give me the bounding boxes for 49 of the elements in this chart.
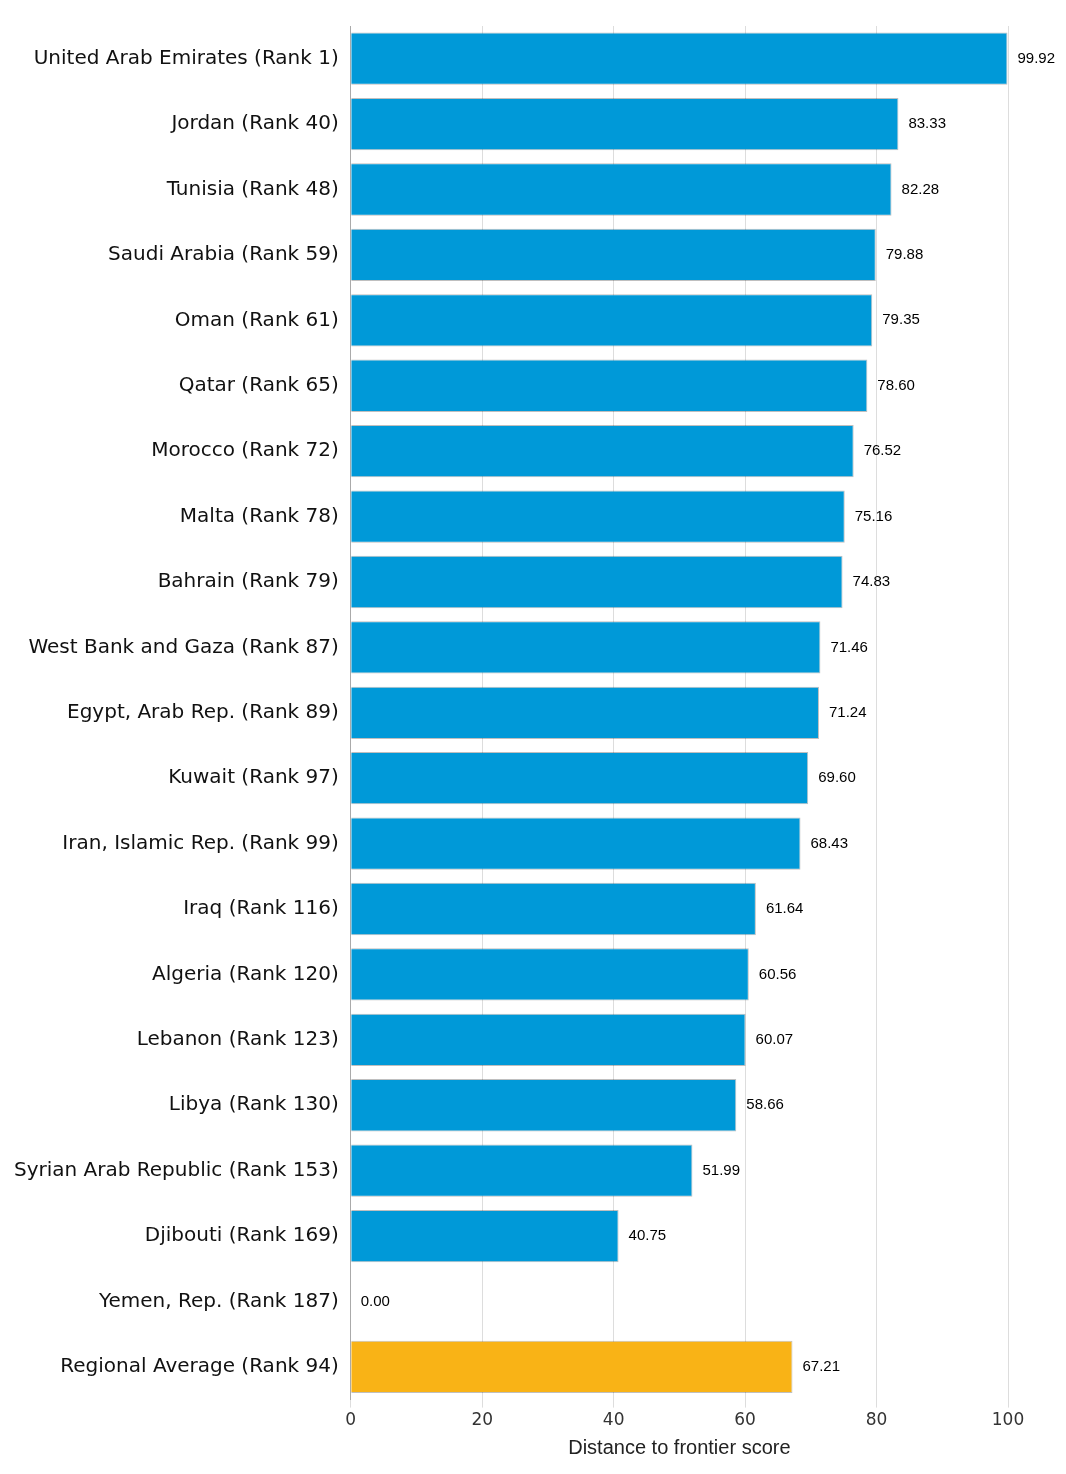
data-label: 99.92 [1017,48,1056,66]
data-label: 69.60 [818,768,856,786]
y-tick-label: Jordan (Rank 40) [169,110,339,135]
y-tick-label: Oman (Rank 61) [174,306,339,331]
y-tick-label: Algeria (Rank 120) [152,960,339,985]
data-label: 51.99 [702,1160,740,1178]
y-tick-label: Bahrain (Rank 79) [157,568,339,593]
x-tick-label: 40 [602,1409,625,1430]
data-label: 58.66 [746,1095,784,1113]
x-tick-label: 20 [471,1409,494,1430]
y-tick-label: Iraq (Rank 116) [183,895,339,920]
y-tick-label: Malta (Rank 78) [179,502,339,527]
data-label: 68.43 [810,833,849,851]
y-tick-label: West Bank and Gaza (Rank 87) [28,633,339,658]
y-tick-label: Lebanon (Rank 123) [136,1026,339,1051]
data-label: 71.24 [828,702,867,720]
y-tick-label: Libya (Rank 130) [168,1091,339,1116]
data-label: 67.21 [802,1357,841,1375]
x-tick-label: 0 [345,1409,357,1430]
x-tick-label: 100 [991,1409,1025,1430]
data-label: 78.60 [877,375,915,393]
data-label: 83.33 [908,114,946,132]
x-tick-label: 80 [865,1409,888,1430]
data-label: 61.64 [765,899,804,917]
data-label: 74.83 [852,572,891,590]
y-tick-label: United Arab Emirates (Rank 1) [33,44,339,69]
y-tick-label: Regional Average (Rank 94) [60,1353,339,1378]
y-tick-label: Egypt, Arab Rep. (Rank 89) [67,699,339,723]
data-label: 40.75 [628,1226,667,1244]
data-label: 82.28 [901,179,940,197]
data-label: 60.07 [755,1029,794,1047]
y-tick-label: Iran, Islamic Rep. (Rank 99) [62,829,339,854]
y-tick-label: Djibouti (Rank 169) [144,1222,339,1247]
y-tick-label: Syrian Arab Republic (Rank 153) [13,1156,339,1181]
x-axis-title: Distance to frontier score [568,1435,791,1458]
data-label: 60.56 [758,964,797,982]
y-tick-label: Qatar (Rank 65) [178,371,339,396]
data-label: 75.16 [854,506,893,524]
y-tick-label: Tunisia (Rank 48) [165,175,339,200]
data-label: 79.88 [885,245,924,263]
y-tick-label: Saudi Arabia (Rank 59) [108,241,339,266]
x-tick-label: 60 [734,1409,756,1430]
y-tick-label: Morocco (Rank 72) [151,437,339,462]
y-tick-label: Yemen, Rep. (Rank 187) [97,1287,339,1312]
data-label: 71.46 [830,637,868,655]
data-label: 0.00 [360,1291,390,1309]
y-tick-label: Kuwait (Rank 97) [168,764,339,789]
data-label: 76.52 [863,441,902,459]
data-label: 79.35 [882,310,920,328]
